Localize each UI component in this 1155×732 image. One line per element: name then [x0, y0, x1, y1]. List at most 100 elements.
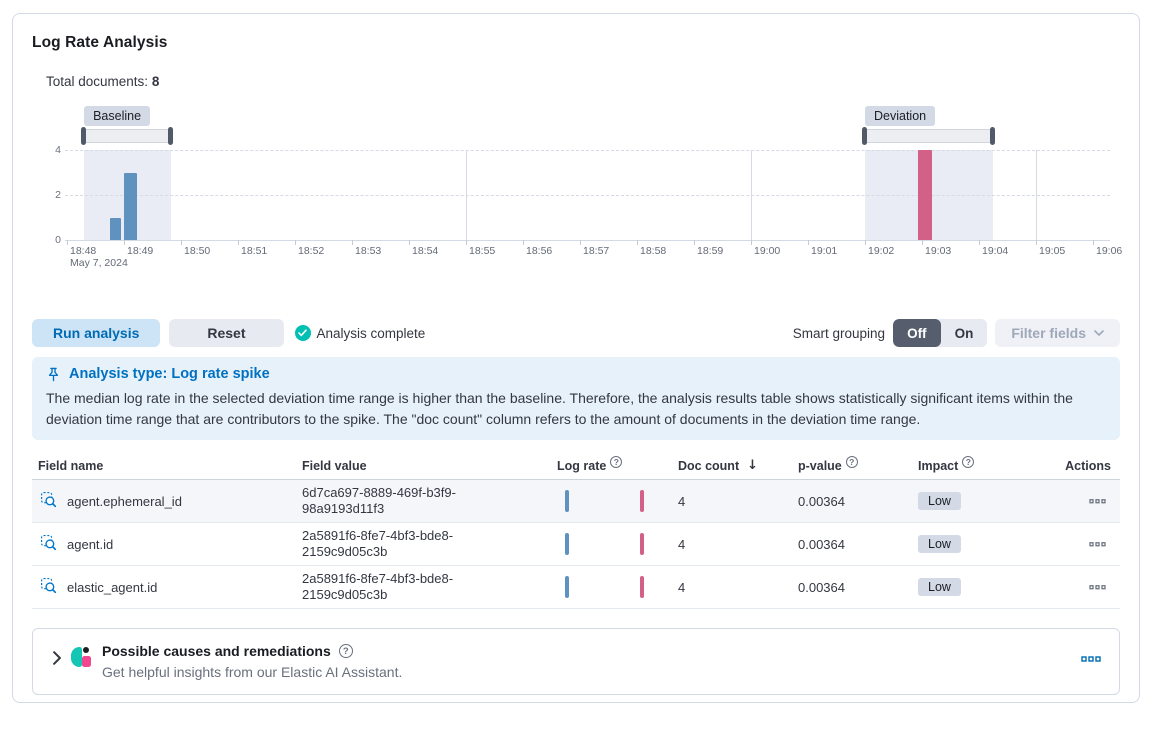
- x-tick: [124, 240, 125, 245]
- baseline-brush-track[interactable]: [84, 129, 171, 143]
- callout-title-row: Analysis type: Log rate spike: [46, 366, 1106, 382]
- header-field-value[interactable]: Field value: [302, 458, 367, 473]
- x-tick: [751, 240, 752, 245]
- row-actions-button[interactable]: [1087, 535, 1108, 554]
- field-value: 6d7ca697-8889-469f-b3f9-98a9193d11f3: [302, 485, 456, 516]
- baseline-histogram-bar: [124, 172, 138, 240]
- x-tick: [181, 240, 182, 245]
- field-value: 2a5891f6-8fe7-4bf3-bde8-2159c9d05c3b: [302, 528, 454, 559]
- baseline-badge: Baseline: [84, 106, 151, 126]
- table-row: agent.id 2a5891f6-8fe7-4bf3-bde8-2159c9d0…: [32, 523, 1120, 566]
- p-value: 0.00364: [798, 493, 845, 509]
- field-name: agent.ephemeral_id: [67, 493, 182, 509]
- x-tick-label: 18:58: [640, 245, 667, 257]
- callout-body: The median log rate in the selected devi…: [46, 390, 1073, 427]
- y-gridline-0: [65, 240, 1110, 241]
- run-analysis-button[interactable]: Run analysis: [32, 319, 161, 347]
- help-icon[interactable]: ?: [338, 644, 353, 658]
- deviation-brush-handle-left[interactable]: [862, 127, 867, 145]
- x-tick-label: 18:49: [127, 245, 154, 257]
- document-count-chart: Baseline Deviation 0 2 4 18:48 18:49 18:50 18:51…: [32, 106, 1122, 272]
- log-rate-analysis-panel: Log Rate Analysis Total documents: 8 Bas…: [12, 13, 1140, 703]
- x-tick: [295, 240, 296, 245]
- log-rate-minichart: [557, 489, 672, 513]
- callout-title: Analysis type: Log rate spike: [69, 366, 270, 382]
- field-name: elastic_agent.id: [67, 579, 158, 595]
- field-search-icon: [41, 535, 57, 551]
- doc-count: 4: [678, 493, 686, 509]
- pin-icon: [48, 367, 59, 381]
- filter-fields-label: Filter fields: [1011, 325, 1086, 341]
- deviation-brush-handle-right[interactable]: [990, 127, 996, 145]
- analysis-type-callout: Analysis type: Log rate spike The median…: [32, 357, 1120, 440]
- header-impact[interactable]: Impact?: [912, 455, 1032, 473]
- x-tick: [580, 240, 581, 245]
- total-documents-label: Total documents:: [46, 74, 149, 89]
- x-gridline: [751, 150, 752, 240]
- x-tick-label: 19:03: [925, 245, 952, 257]
- field-search-icon: [41, 492, 57, 508]
- x-tick: [1093, 240, 1094, 245]
- row-actions-button[interactable]: [1087, 578, 1108, 597]
- panel-actions-button[interactable]: [1079, 651, 1103, 670]
- x-tick-label: 19:04: [982, 245, 1009, 257]
- y-tick-label: 2: [55, 189, 61, 201]
- x-tick-label: 18:48: [70, 245, 97, 257]
- baseline-brush-handle-left[interactable]: [81, 127, 87, 145]
- filter-fields-button[interactable]: Filter fields: [995, 319, 1120, 347]
- header-doc-count[interactable]: Doc count ↓: [678, 458, 759, 473]
- analysis-results-table: Field name Field value Log rate? Doc cou…: [32, 454, 1120, 609]
- x-tick: [238, 240, 239, 245]
- question-icon: ?: [610, 455, 623, 468]
- x-tick-label: 19:02: [868, 245, 895, 257]
- table-row: elastic_agent.id 2a5891f6-8fe7-4bf3-bde8-…: [32, 566, 1120, 609]
- filter-field-button[interactable]: [38, 489, 59, 513]
- filter-field-button[interactable]: [38, 575, 59, 599]
- row-actions-button[interactable]: [1087, 492, 1108, 511]
- deviation-histogram-bar: [917, 150, 932, 240]
- possible-causes-panel[interactable]: Possible causes and remediations ? Get h…: [32, 628, 1120, 695]
- x-tick: [1036, 240, 1037, 245]
- y-gridline-2: [65, 195, 1110, 196]
- x-tick: [979, 240, 980, 245]
- boxes-horizontal-icon: [1089, 498, 1106, 503]
- boxes-horizontal-icon: [1089, 584, 1106, 589]
- accordion-title: Possible causes and remediations: [102, 643, 331, 659]
- smart-grouping-on-button[interactable]: On: [940, 319, 988, 347]
- x-tick-label: 19:01: [811, 245, 838, 257]
- log-rate-minichart: [557, 575, 672, 599]
- doc-count: 4: [678, 536, 686, 552]
- deviation-badge: Deviation: [865, 106, 936, 126]
- header-p-value[interactable]: p-value?: [792, 455, 912, 473]
- impact-badge: Low: [918, 578, 961, 596]
- deviation-brush-track[interactable]: [865, 129, 994, 143]
- y-tick-label: 4: [55, 144, 61, 156]
- x-tick: [523, 240, 524, 245]
- baseline-brush-handle-right[interactable]: [167, 127, 173, 145]
- total-documents: Total documents: 8: [46, 74, 1120, 89]
- x-tick-label: 19:05: [1039, 245, 1066, 257]
- filter-field-button[interactable]: [38, 532, 59, 556]
- smart-grouping-toggle: Off On: [893, 319, 988, 347]
- elastic-ai-assistant-icon: [71, 647, 91, 667]
- boxes-horizontal-icon: [1089, 541, 1106, 546]
- check-icon: [294, 325, 311, 341]
- accordion-chevron-right-icon[interactable]: [49, 649, 65, 670]
- field-name: agent.id: [67, 536, 114, 552]
- table-body: agent.ephemeral_id 6d7ca697-8889-469f-b3f…: [32, 480, 1120, 609]
- reset-button[interactable]: Reset: [169, 319, 284, 347]
- total-documents-value: 8: [151, 74, 160, 89]
- smart-grouping-off-button[interactable]: Off: [893, 319, 941, 347]
- accordion-text: Possible causes and remediations ? Get h…: [102, 643, 1079, 680]
- x-tick: [865, 240, 866, 245]
- log-rate-baseline-bar: [565, 576, 569, 598]
- header-log-rate[interactable]: Log rate?: [551, 455, 672, 473]
- x-tick-label: 18:54: [412, 245, 439, 257]
- x-tick-label: 18:53: [355, 245, 382, 257]
- log-rate-baseline-bar: [565, 490, 569, 512]
- p-value: 0.00364: [798, 579, 845, 595]
- impact-badge: Low: [918, 492, 961, 510]
- header-field-name[interactable]: Field name: [38, 458, 104, 473]
- x-tick: [67, 240, 68, 245]
- analysis-complete-label: Analysis complete: [316, 325, 426, 341]
